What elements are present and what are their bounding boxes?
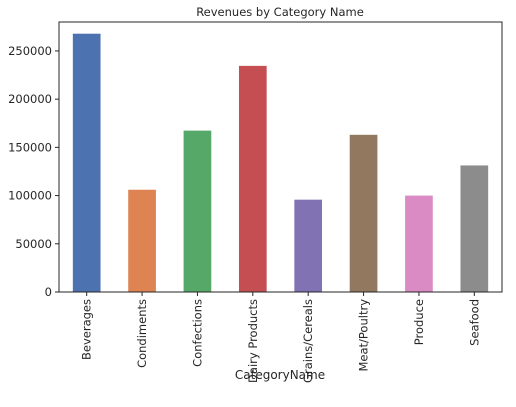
x-tick-label: Meat/Poultry: [357, 299, 371, 372]
x-tick-label: Seafood: [467, 299, 481, 346]
bar-meat-poultry: [349, 134, 378, 292]
plot-frame: [58, 21, 503, 293]
x-tick-label: Grains/Cereals: [301, 299, 315, 383]
y-tick-label: 100000: [8, 189, 52, 203]
bar-condiments: [128, 189, 156, 292]
bar-dairy-products: [238, 65, 267, 293]
y-tick-label: 0: [45, 285, 52, 299]
x-tick-label: Beverages: [80, 299, 94, 360]
x-tick-label: Condiments: [135, 299, 149, 368]
x-tick-label: Dairy Products: [246, 299, 260, 383]
x-tick-label: Confections: [190, 299, 204, 367]
x-axis-ticks: Beverages Condiments Confections Dairy Prod…: [80, 292, 481, 383]
bar-grains-cereals: [294, 199, 323, 292]
y-tick-label: 50000: [15, 237, 52, 251]
bars-group: [72, 33, 489, 293]
bar-produce: [405, 195, 433, 292]
bar-confections: [183, 130, 212, 292]
y-tick-label: 250000: [8, 44, 52, 58]
y-axis-ticks: 0 50000 100000 150000 200000 250000: [8, 44, 59, 299]
y-tick-label: 150000: [8, 140, 52, 154]
x-tick-label: Produce: [412, 299, 426, 345]
chart-title: Revenues by Category Name: [196, 5, 364, 19]
bar-beverages: [72, 33, 101, 292]
x-axis-label: CategoryName: [235, 368, 325, 382]
y-tick-label: 200000: [8, 92, 52, 106]
bar-seafood: [460, 165, 489, 292]
